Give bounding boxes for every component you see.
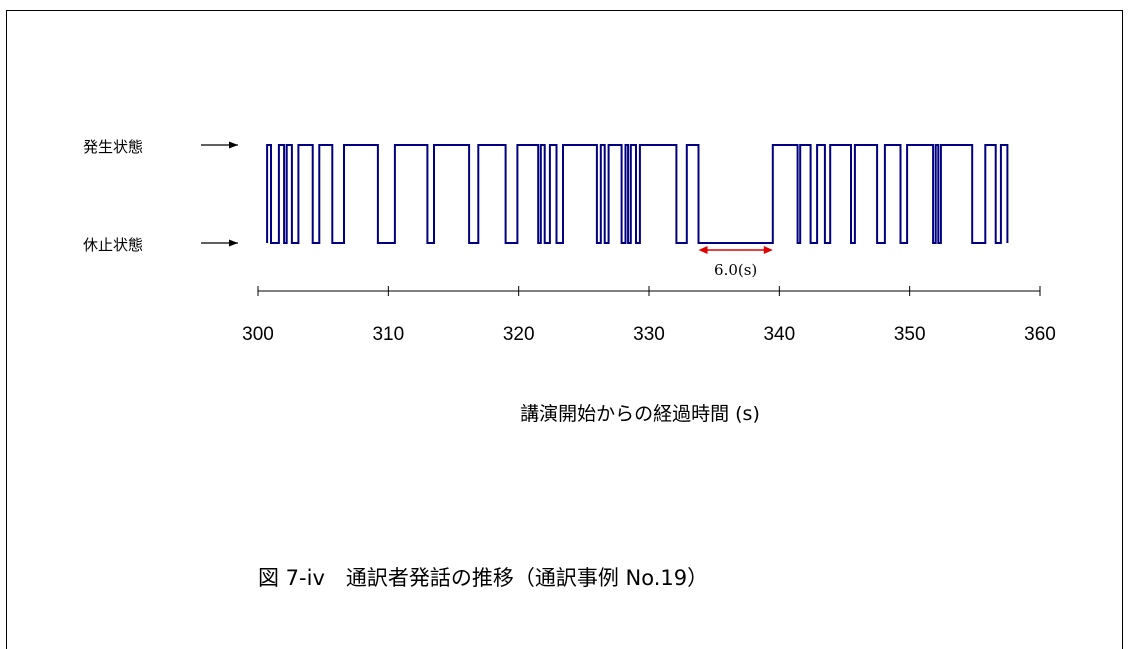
x-axis-label: 講演開始からの経過時間 (s) <box>520 403 760 425</box>
x-tick-label-310: 310 <box>372 324 404 345</box>
x-tick-label-330: 330 <box>633 324 665 345</box>
figure-caption: 図 7-iv 通訳者発話の推移（通訳事例 No.19） <box>258 566 708 590</box>
duration-label: 6.0(s) <box>714 261 757 279</box>
duration-arrow-head-right <box>763 246 773 254</box>
y-label-high: 発生状態 <box>83 138 143 156</box>
signal-line <box>266 144 1009 244</box>
x-tick-label-340: 340 <box>763 324 795 345</box>
chart-frame <box>6 10 1123 649</box>
x-tick-label-360: 360 <box>1024 324 1056 345</box>
x-tick-label-350: 350 <box>894 324 926 345</box>
x-tick-label-320: 320 <box>503 324 535 345</box>
x-tick-label-300: 300 <box>242 324 274 345</box>
duration-annotation: 6.0(s) <box>698 246 773 279</box>
duration-arrow-head-left <box>698 246 708 254</box>
y-label-low: 休止状態 <box>83 236 143 254</box>
x-axis-ticks: 300 310 320 330 340 350 360 <box>242 286 1056 345</box>
